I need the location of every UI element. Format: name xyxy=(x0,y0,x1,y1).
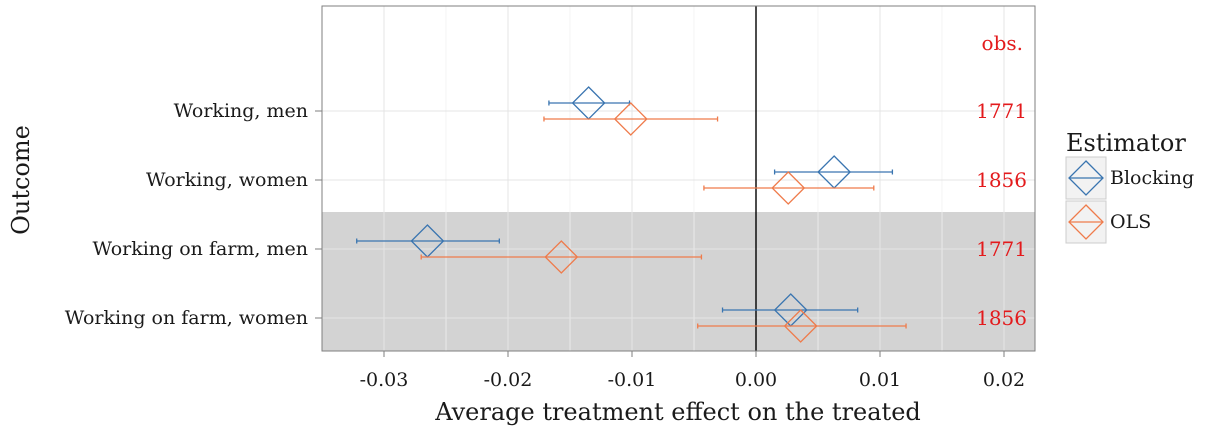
y-tick-label: Working on farm, men xyxy=(92,238,308,260)
x-tick-label: 0.02 xyxy=(983,369,1025,391)
x-tick-label: -0.01 xyxy=(608,369,657,391)
legend-diamond xyxy=(1068,204,1104,240)
estimate-marks xyxy=(356,86,907,343)
x-tick-label: 0.00 xyxy=(735,369,777,391)
x-tick-label: -0.03 xyxy=(360,369,409,391)
legend: Estimator Blocking OLS xyxy=(1065,129,1194,244)
legend-key-blocking xyxy=(1065,156,1107,200)
grid-lines xyxy=(322,6,1035,351)
x-tick-label: -0.02 xyxy=(484,369,533,391)
legend-diamond xyxy=(1068,160,1104,196)
point-estimate-diamond xyxy=(783,309,818,343)
estimate-ols xyxy=(703,171,875,205)
estimate-ols xyxy=(543,102,719,136)
legend-label: OLS xyxy=(1110,211,1151,233)
point-estimate-diamond xyxy=(544,240,579,274)
legend-title: Estimator xyxy=(1066,129,1186,157)
shaded-band xyxy=(322,212,1035,351)
x-axis-title: Average treatment effect on the treated xyxy=(434,398,921,426)
obs-count: 1771 xyxy=(976,237,1027,261)
point-estimate-diamond xyxy=(613,102,648,136)
y-tick-label: Working on farm, women xyxy=(65,307,308,329)
legend-label: Blocking xyxy=(1110,167,1194,189)
obs-count: 1771 xyxy=(976,99,1027,123)
legend-key-ols xyxy=(1065,200,1107,244)
obs-header: obs. xyxy=(982,31,1023,55)
obs-count: 1856 xyxy=(976,168,1027,192)
x-tick-label: 0.01 xyxy=(859,369,901,391)
y-axis-title: Outcome xyxy=(7,125,35,235)
y-tick-label: Working, men xyxy=(174,100,308,122)
estimate-ols xyxy=(697,309,907,343)
x-tick-labels: -0.03 -0.02 -0.01 0.00 0.01 0.02 xyxy=(360,351,1025,391)
point-estimate-diamond xyxy=(771,171,806,205)
estimate-ols xyxy=(420,240,703,274)
y-tick-label: Working, women xyxy=(146,169,308,191)
plot-border xyxy=(321,5,1036,352)
observation-counts: obs. 1771 1856 1771 1856 xyxy=(976,31,1027,330)
obs-count: 1856 xyxy=(976,306,1027,330)
y-tick-labels: Working, men Working, women Working on far… xyxy=(65,100,322,329)
